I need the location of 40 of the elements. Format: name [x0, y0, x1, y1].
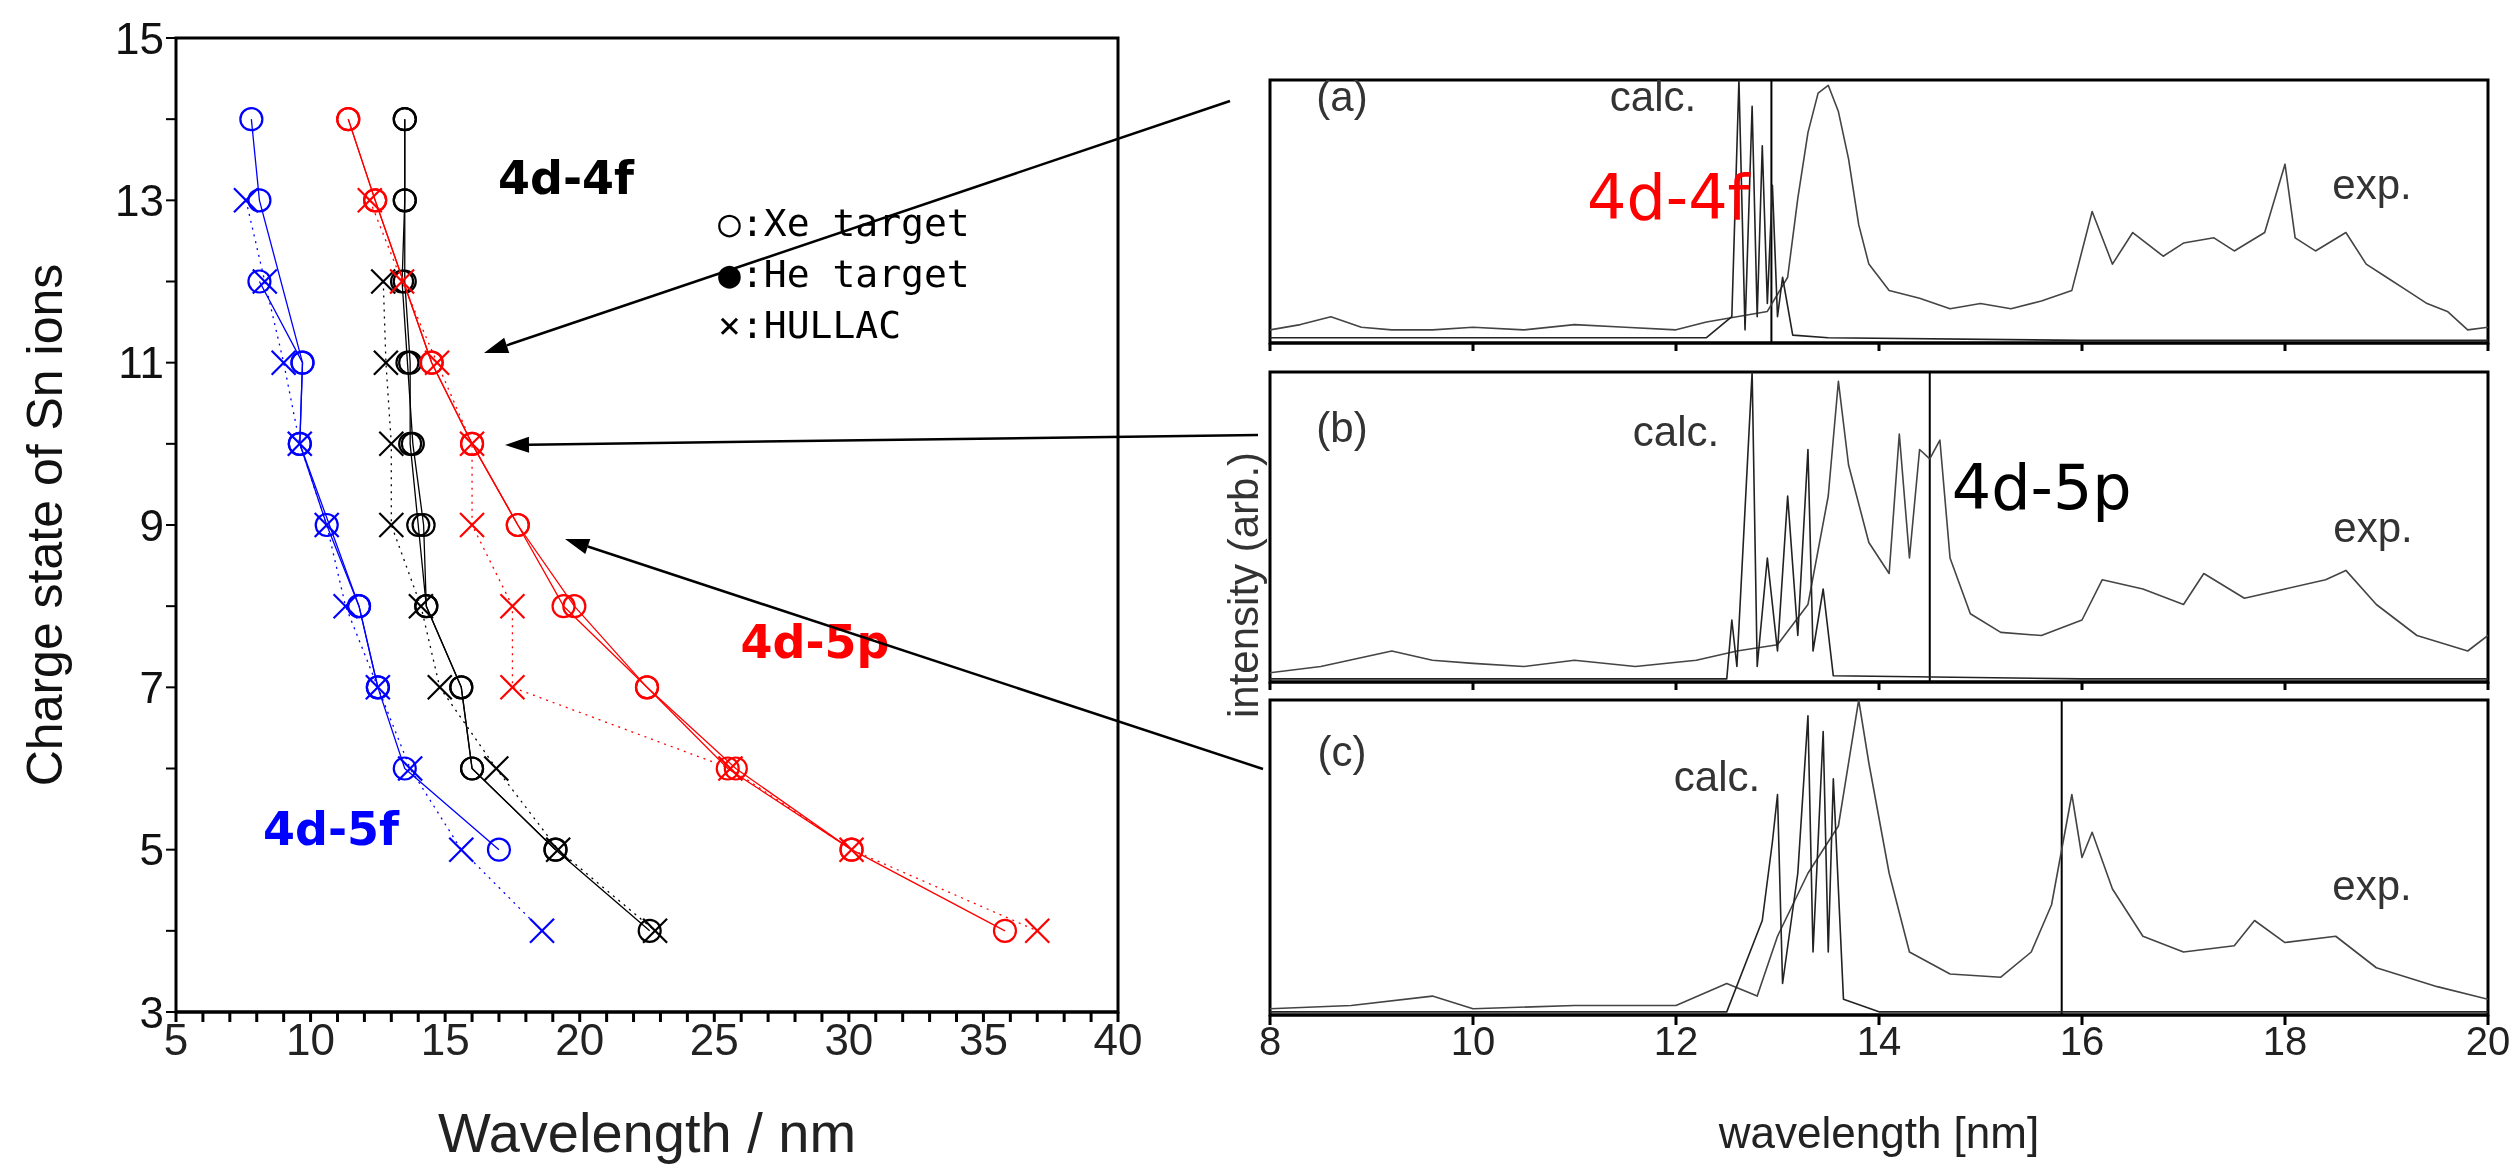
x-tick-label: 30 — [824, 1015, 874, 1065]
x-tick-label: 16 — [2059, 1019, 2105, 1064]
x-tick-label: 20 — [555, 1015, 605, 1065]
annotation: exp. — [2332, 161, 2412, 209]
x-tick-label: 14 — [1856, 1019, 1902, 1064]
x-tick-label: 25 — [689, 1015, 739, 1065]
annotation: 4d-5p — [740, 615, 890, 669]
annotation: exp. — [2333, 504, 2413, 552]
x-tick-label: 10 — [286, 1015, 336, 1065]
y-tick-label: 9 — [139, 500, 164, 550]
annotation: 4d-4f — [497, 151, 635, 205]
x-tick-label: 15 — [420, 1015, 470, 1065]
annotation: ●:He target — [718, 251, 970, 298]
x-tick-label: 12 — [1653, 1019, 1699, 1064]
annotation: calc. — [1609, 73, 1697, 121]
annotation: (c) — [1317, 728, 1367, 776]
y-tick-label: 7 — [139, 662, 164, 712]
x-tick-label: 40 — [1093, 1015, 1143, 1065]
x-tick-label: 18 — [2262, 1019, 2308, 1064]
y-tick-label: 5 — [139, 825, 164, 875]
y-tick-label: 15 — [115, 13, 164, 63]
annotation: (b) — [1316, 404, 1368, 452]
y-axis-title: intensity (arb.) — [1220, 451, 1268, 718]
x-axis-title: Wavelength / nm — [437, 1101, 857, 1164]
annotation: calc. — [1673, 753, 1761, 801]
annotation: exp. — [2332, 862, 2412, 910]
x-tick-label: 8 — [1258, 1019, 1282, 1064]
y-tick-label: 13 — [115, 175, 164, 225]
x-tick-label: 20 — [2465, 1019, 2511, 1064]
x-tick-label: 35 — [958, 1015, 1008, 1065]
x-axis-title: wavelength [nm] — [1717, 1108, 2040, 1157]
annotation: calc. — [1632, 408, 1720, 456]
annotation: (a) — [1316, 73, 1368, 121]
y-axis-title: Charge state of Sn ions — [16, 263, 73, 787]
annotation: ×:HULLAC — [718, 302, 902, 349]
x-tick-label: 10 — [1450, 1019, 1496, 1064]
y-tick-label: 3 — [139, 987, 164, 1037]
y-tick-label: 11 — [118, 338, 164, 388]
ref-line-label: 4d-5p — [1951, 451, 2132, 525]
annotation: 4d-5f — [262, 802, 400, 856]
